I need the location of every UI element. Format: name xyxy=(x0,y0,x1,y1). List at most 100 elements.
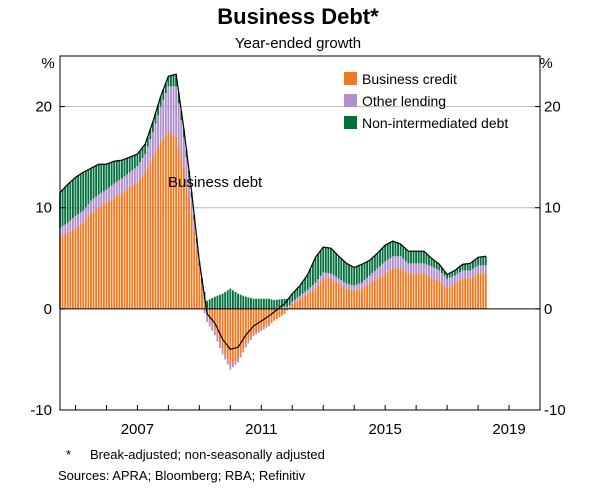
business-credit-bar xyxy=(100,206,103,309)
business-credit-bar xyxy=(131,185,134,309)
other-lending-bar xyxy=(322,272,325,279)
other-lending-bar xyxy=(123,176,126,191)
business-credit-bar xyxy=(201,283,203,309)
other-lending-bar xyxy=(239,354,242,358)
other-lending-bar xyxy=(446,278,449,289)
other-lending-bar xyxy=(146,146,149,168)
business-credit-bar xyxy=(128,187,131,309)
business-credit-bar xyxy=(170,133,172,309)
business-credit-bar xyxy=(402,270,405,309)
non-intermediated-debt-bar xyxy=(151,121,154,132)
business-credit-bar xyxy=(391,268,394,309)
non-intermediated-debt-bar xyxy=(144,143,147,155)
business-credit-bar xyxy=(425,275,428,309)
non-intermediated-debt-bar xyxy=(327,247,330,274)
non-intermediated-debt-bar xyxy=(121,160,123,179)
other-lending-bar xyxy=(244,344,247,348)
other-lending-bar xyxy=(208,318,211,327)
non-intermediated-debt-bar xyxy=(293,290,296,300)
other-lending-bar xyxy=(479,265,482,274)
non-intermediated-debt-bar xyxy=(291,293,294,302)
business-credit-bar xyxy=(139,179,141,309)
x-tick-label: 2015 xyxy=(368,421,401,438)
other-lending-bar xyxy=(61,226,64,237)
business-credit-bar xyxy=(221,308,224,350)
footnote-symbol: * xyxy=(66,447,72,462)
business-credit-bar xyxy=(410,273,412,309)
business-credit-bar xyxy=(136,182,139,309)
business-credit-bar xyxy=(453,283,456,309)
legend-swatch-business-credit xyxy=(344,72,357,85)
other-lending-bar xyxy=(471,268,474,277)
other-lending-bar xyxy=(229,364,232,370)
business-credit-bar xyxy=(428,276,430,309)
business-credit-bar xyxy=(456,281,459,309)
non-intermediated-debt-bar xyxy=(252,298,255,309)
other-lending-bar xyxy=(293,299,296,303)
other-lending-bar xyxy=(126,174,129,190)
non-intermediated-debt-bar xyxy=(461,264,464,271)
other-lending-bar xyxy=(144,154,147,173)
non-intermediated-debt-bar xyxy=(288,297,291,306)
other-lending-bar xyxy=(195,242,198,250)
non-intermediated-debt-bar xyxy=(221,293,224,309)
other-lending-bar xyxy=(121,178,123,193)
business-credit-bar xyxy=(335,281,338,309)
other-lending-bar xyxy=(188,177,190,198)
other-lending-bar xyxy=(368,275,371,284)
other-lending-bar xyxy=(399,256,402,269)
non-intermediated-debt-bar xyxy=(268,298,270,309)
non-intermediated-debt-bar xyxy=(428,255,430,266)
other-lending-bar xyxy=(306,289,309,294)
other-lending-bar xyxy=(348,284,350,290)
non-intermediated-debt-bar xyxy=(322,247,325,273)
other-lending-bar xyxy=(386,259,389,272)
other-lending-bar xyxy=(435,269,438,280)
non-intermediated-debt-bar xyxy=(404,248,407,261)
non-intermediated-debt-bar xyxy=(175,74,178,87)
business-credit-bar xyxy=(250,308,252,338)
business-credit-bar xyxy=(92,211,95,309)
business-credit-bar xyxy=(363,286,366,309)
business-credit-bar xyxy=(283,308,286,314)
other-lending-bar xyxy=(451,276,454,286)
business-credit-bar xyxy=(182,167,185,309)
non-intermediated-debt-bar xyxy=(208,299,211,309)
non-intermediated-debt-bar xyxy=(309,268,312,288)
other-lending-bar xyxy=(314,282,317,289)
non-intermediated-debt-bar xyxy=(459,266,461,273)
other-lending-bar xyxy=(415,263,418,274)
non-intermediated-debt-bar xyxy=(177,92,180,104)
business-credit-bar xyxy=(213,308,216,330)
business-credit-bar xyxy=(66,233,69,309)
business-credit-bar xyxy=(317,285,319,309)
business-credit-bar xyxy=(443,285,446,309)
business-credit-bar xyxy=(306,293,309,309)
non-intermediated-debt-bar xyxy=(340,258,343,281)
business-credit-bar xyxy=(121,192,123,309)
other-lending-bar xyxy=(430,266,433,279)
business-credit-bar xyxy=(324,278,327,309)
business-credit-bar xyxy=(397,268,399,309)
business-credit-bar xyxy=(167,131,170,309)
non-intermediated-debt-bar xyxy=(391,241,394,257)
other-lending-bar xyxy=(260,329,263,332)
other-lending-bar xyxy=(255,332,258,335)
other-lending-bar xyxy=(100,192,103,207)
non-intermediated-debt-bar xyxy=(90,168,92,201)
business-credit-bar xyxy=(190,212,193,309)
chart-subtitle: Year-ended growth xyxy=(235,35,361,52)
non-intermediated-debt-bar xyxy=(453,270,456,276)
non-intermediated-debt-bar xyxy=(82,172,85,211)
non-intermediated-debt-bar xyxy=(296,288,299,298)
business-credit-bar xyxy=(237,308,239,360)
non-intermediated-debt-bar xyxy=(170,75,172,87)
non-intermediated-debt-bar xyxy=(231,290,234,309)
business-credit-bar xyxy=(286,308,289,311)
business-credit-bar xyxy=(149,162,152,309)
other-lending-bar xyxy=(477,265,479,274)
business-credit-bar xyxy=(242,308,245,350)
other-lending-bar xyxy=(175,86,178,137)
business-credit-bar xyxy=(219,308,221,343)
other-lending-bar xyxy=(131,170,134,186)
